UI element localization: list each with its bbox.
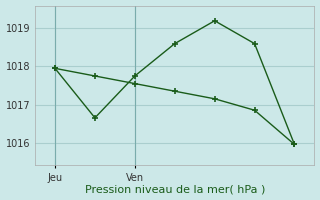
X-axis label: Pression niveau de la mer( hPa ): Pression niveau de la mer( hPa ) xyxy=(84,184,265,194)
